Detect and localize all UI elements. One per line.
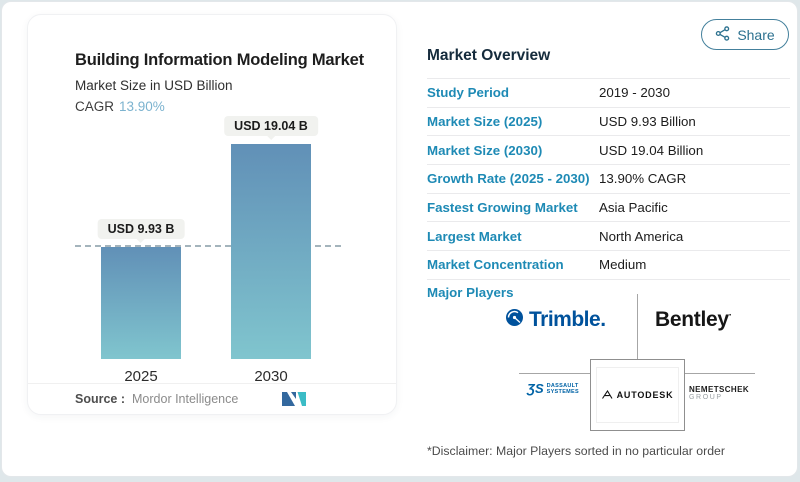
bar-value-label-2030: USD 19.04 B [224,115,318,140]
row-value: Medium [599,257,647,273]
major-players-diagram: Trimble. Bentley· AUTODESK ƷS DASSAULT S… [427,290,790,438]
major-players-row: Major Players [427,278,790,306]
mordor-intelligence-logo-icon [282,392,306,406]
autodesk-mark-icon [601,386,613,404]
row-label: Study Period [427,85,510,101]
bentley-logo: Bentley· [655,308,732,332]
cagr-value: 13.90% [119,99,165,114]
row-label: Market Concentration [427,257,564,273]
dassault-line2: SYSTEMES [546,388,579,395]
x-axis-label-2025: 2025 [124,368,158,385]
row-value: 2019 - 2030 [599,85,670,101]
share-button[interactable]: Share [701,19,789,50]
table-row: Market Size (2025) USD 9.93 Billion [427,106,790,136]
divider-vertical [637,294,638,360]
row-label: Market Size (2025) [427,114,543,130]
source-label: Source : [75,392,126,406]
source-value: Mordor Intelligence [132,392,239,406]
bar-value-label-2025: USD 9.93 B [97,218,185,243]
autodesk-card: AUTODESK [590,359,685,431]
nemetschek-wordmark: NEMETSCHEK [689,385,750,394]
table-row: Fastest Growing Market Asia Pacific [427,192,790,222]
disclaimer-text: *Disclaimer: Major Players sorted in no … [427,444,725,458]
dassault-line1: DASSAULT [546,382,579,389]
chart-title: Building Information Modeling Market [75,51,364,69]
table-row: Market Concentration Medium [427,250,790,279]
nemetschek-logo: NEMETSCHEK GROUP [689,385,749,401]
row-value: North America [599,228,684,244]
divider-horizontal-left [519,373,590,374]
bentley-trademark-dot: · [728,310,732,321]
autodesk-logo: AUTODESK [596,367,679,423]
dassault-wordmark: DASSAULT SYSTEMES [547,383,579,395]
chart-subtitle: Market Size in USD Billion [75,78,233,93]
major-players-label: Major Players [427,285,514,301]
dassault-systemes-logo: ƷS DASSAULT SYSTEMES [527,381,579,396]
row-label: Largest Market [427,228,522,244]
row-value: 13.90% CAGR [599,171,687,187]
table-row: Largest Market North America [427,221,790,250]
share-icon [715,25,730,44]
dassault-3ds-icon: ƷS [527,381,544,396]
table-row: Market Size (2030) USD 19.04 Billion [427,135,790,164]
row-value: USD 9.93 Billion [599,114,696,130]
x-axis-label-2030: 2030 [254,368,288,385]
autodesk-wordmark: AUTODESK [616,390,674,400]
table-row: Study Period 2019 - 2030 [427,78,790,107]
table-row: Growth Rate (2025 - 2030) 13.90% CAGR [427,164,790,193]
reference-line [75,244,341,247]
divider-horizontal-right [685,373,755,374]
market-overview-panel: Market Overview Study Period 2019 - 2030… [427,47,790,306]
row-label: Growth Rate (2025 - 2030) [427,171,590,187]
trimble-globe-icon [505,308,524,332]
cagr-label: CAGR [75,99,115,114]
row-label: Market Size (2030) [427,142,543,158]
trimble-logo: Trimble. [505,308,606,332]
bar-2025 [101,246,181,359]
chart-cagr: CAGR 13.90% [75,99,165,114]
bar-chart: USD 9.93 B USD 19.04 B 2025 2030 [28,111,396,385]
market-overview-table: Study Period 2019 - 2030 Market Size (20… [427,78,790,306]
chart-footer: Source : Mordor Intelligence [28,383,396,414]
trimble-wordmark: Trimble. [529,308,606,331]
chart-card: Building Information Modeling Market Mar… [27,14,397,415]
bar-2030 [231,143,311,359]
share-button-label: Share [737,26,775,43]
market-overview-title: Market Overview [427,47,551,64]
row-value: Asia Pacific [599,200,668,216]
bentley-wordmark: Bentley [655,308,729,331]
row-label: Fastest Growing Market [427,200,578,216]
nemetschek-group-text: GROUP [689,394,723,401]
row-value: USD 19.04 Billion [599,142,704,158]
